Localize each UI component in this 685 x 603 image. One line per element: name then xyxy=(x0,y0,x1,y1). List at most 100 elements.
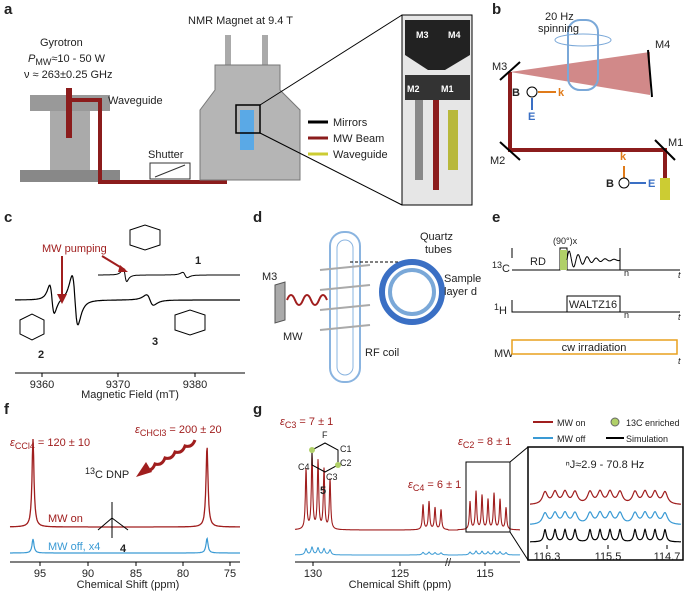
spectrum-mw-off xyxy=(295,546,521,556)
axis-label: Chemical Shift (ppm) xyxy=(349,579,452,591)
text: NMR Magnet at 9.4 T xyxy=(188,15,293,27)
shutter xyxy=(154,164,186,178)
text: ε xyxy=(135,424,140,436)
text: MW xyxy=(35,57,51,67)
tick-label: 115 xyxy=(476,568,494,580)
tick-label: 9360 xyxy=(30,379,54,391)
decoupling xyxy=(566,295,621,313)
structure xyxy=(311,442,339,473)
text: M3 xyxy=(416,30,429,40)
tick-label: 75 xyxy=(224,568,236,580)
text: C2 xyxy=(340,458,352,468)
axis-label: Chemical Shift (ppm) xyxy=(77,579,180,591)
text: M1 xyxy=(668,137,683,149)
text: MW xyxy=(494,348,514,360)
text: ε xyxy=(408,479,413,491)
text: tubes xyxy=(425,244,452,256)
mirror xyxy=(274,281,286,324)
text: spinning xyxy=(538,23,579,35)
vector: B xyxy=(606,178,614,190)
panel-b: b 20 Hz spinning M4 M3 M2 M1 B k E k B E xyxy=(490,1,683,200)
structure xyxy=(174,309,206,336)
zoom-line xyxy=(259,132,403,206)
text: = 6 ± 1 xyxy=(424,479,461,491)
mirror xyxy=(647,49,653,98)
text: n xyxy=(624,310,629,320)
inset-mw-on xyxy=(530,489,681,505)
text: MW on xyxy=(48,513,83,525)
legend-mark xyxy=(610,417,620,427)
text: RD xyxy=(530,256,546,268)
mirror xyxy=(654,139,676,161)
tube-cross-section xyxy=(388,268,436,316)
text: RF coil xyxy=(365,347,399,359)
enriched-marker xyxy=(309,447,315,453)
text: = 120 ± 10 xyxy=(35,437,90,449)
mw-wave xyxy=(286,294,328,306)
text: H xyxy=(499,305,507,317)
text: ε xyxy=(458,436,463,448)
fid xyxy=(566,250,621,268)
text: t xyxy=(678,356,681,366)
panel-label: c xyxy=(4,209,12,226)
zigzag-arrow xyxy=(144,439,197,472)
tick-label: 9370 xyxy=(106,379,130,391)
text: M2 xyxy=(490,155,505,167)
inset-simulation xyxy=(530,528,681,543)
text: PMW≈10 - 50 W xyxy=(28,53,106,67)
text: C1 xyxy=(340,444,352,454)
legend-text: MW Beam xyxy=(333,133,384,145)
zoom-line xyxy=(509,531,529,561)
axis-break: // xyxy=(445,557,452,569)
epr-spectrum xyxy=(15,275,240,326)
text: 13 xyxy=(492,260,502,270)
text: Waveguide xyxy=(108,95,163,107)
compound-label: 5 xyxy=(320,485,326,497)
text: t xyxy=(678,312,681,322)
zoom-line xyxy=(259,14,403,106)
text: 20 Hz xyxy=(545,11,574,23)
mirror-mount xyxy=(405,20,470,70)
beam xyxy=(66,88,72,138)
text: ≈10 - 50 W xyxy=(51,53,105,65)
text: layer d xyxy=(444,286,477,298)
compound-label: 3 xyxy=(152,336,158,348)
text: MW off, x4 xyxy=(48,541,100,553)
text: C4 xyxy=(298,462,310,472)
text: 13C xyxy=(492,260,510,275)
panel-label: f xyxy=(4,401,10,418)
text: t xyxy=(678,270,681,280)
tick-label: 115.5 xyxy=(595,551,622,563)
text: εCCl4 = 120 ± 10 xyxy=(10,437,90,451)
probe xyxy=(240,110,254,150)
panel-label: g xyxy=(253,401,262,418)
text: C4 xyxy=(413,483,425,493)
text: ⁿJ≈2.9 - 70.8 Hz xyxy=(566,459,645,471)
vector: B xyxy=(512,87,520,99)
text: P xyxy=(28,53,36,65)
spectrum-mw-on xyxy=(9,438,240,528)
text: M2 xyxy=(407,84,420,94)
text: (90°)x xyxy=(553,236,578,246)
gyrotron xyxy=(20,170,120,182)
text: C DNP xyxy=(95,469,129,481)
magnet xyxy=(225,35,231,65)
rotor xyxy=(554,33,612,47)
magnet xyxy=(262,35,268,65)
arrow xyxy=(118,265,128,272)
beam-cone xyxy=(510,52,650,95)
mirror xyxy=(499,61,521,81)
text: εCHCl3 = 200 ± 20 xyxy=(135,424,222,438)
axis-label: Magnetic Field (mT) xyxy=(81,389,179,401)
rf-coil xyxy=(319,264,371,331)
legend-text: 13C enriched xyxy=(626,418,680,428)
panel-label: b xyxy=(492,1,501,18)
text: = 7 ± 1 xyxy=(296,416,333,428)
text: M4 xyxy=(448,30,461,40)
text: εC4 = 6 ± 1 xyxy=(408,479,461,493)
legend-text: MW on xyxy=(557,418,586,428)
vector: k xyxy=(558,87,565,99)
panel-label: e xyxy=(492,209,500,226)
